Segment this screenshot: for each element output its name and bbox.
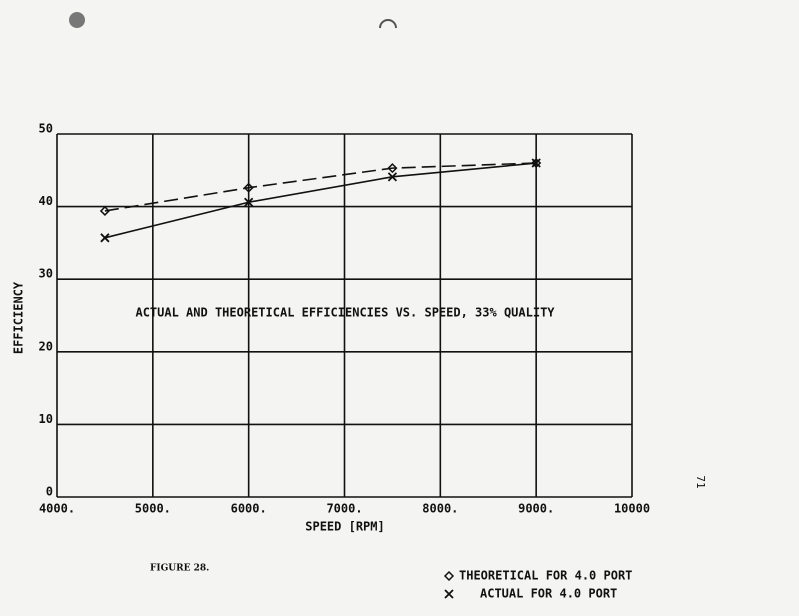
legend-label: THEORETICAL FOR 4.0 PORT bbox=[459, 569, 632, 583]
y-tick-label: 40 bbox=[39, 194, 53, 208]
x-tick-label: 10000 bbox=[614, 502, 650, 516]
x-tick-label: 6000. bbox=[231, 502, 267, 516]
y-tick-label: 0 bbox=[46, 485, 53, 499]
marker bbox=[100, 233, 110, 243]
caption: FIGURE 28. bbox=[150, 564, 209, 574]
legend-marker bbox=[443, 570, 455, 582]
marker bbox=[99, 205, 110, 217]
punch-hole bbox=[379, 19, 397, 29]
x-tick-label: 5000. bbox=[135, 502, 171, 516]
punch-hole bbox=[69, 12, 85, 28]
marker bbox=[387, 172, 398, 182]
y-axis-label: EFFICIENCY bbox=[12, 281, 26, 354]
x-tick-label: 9000. bbox=[518, 502, 554, 516]
y-tick-label: 30 bbox=[39, 267, 53, 281]
series-line bbox=[104, 162, 537, 239]
series-line bbox=[104, 162, 537, 212]
y-tick-label: 10 bbox=[39, 412, 53, 426]
x-axis-label: SPEED [RPM] bbox=[305, 520, 384, 534]
marker bbox=[387, 163, 398, 174]
x-tick-label: 8000. bbox=[422, 502, 458, 516]
legend-label: ACTUAL FOR 4.0 PORT bbox=[480, 587, 617, 601]
annotation: ACTUAL AND THEORETICAL EFFICIENCIES VS. … bbox=[135, 306, 555, 320]
marker bbox=[531, 158, 541, 168]
page-number: 71 bbox=[694, 475, 707, 488]
marker bbox=[244, 197, 254, 207]
x-tick-label: 7000. bbox=[326, 502, 362, 516]
y-tick-label: 50 bbox=[39, 122, 53, 136]
legend-marker bbox=[444, 589, 454, 599]
marker bbox=[531, 157, 542, 169]
marker bbox=[243, 182, 254, 193]
x-tick-label: 4000. bbox=[39, 502, 75, 516]
y-tick-label: 20 bbox=[39, 339, 53, 353]
